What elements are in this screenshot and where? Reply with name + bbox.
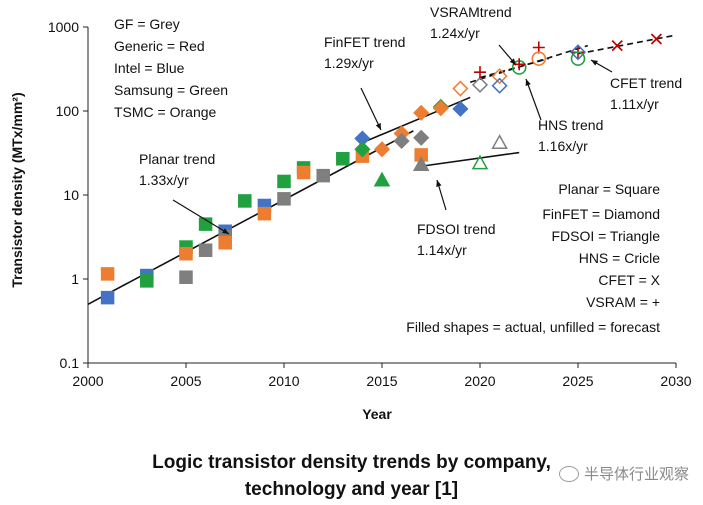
shape-legend-5: VSRAM = +	[586, 294, 660, 310]
point-diamond-intel-2019	[452, 100, 469, 117]
watermark: 半导体行业观察	[558, 463, 689, 484]
y-tick-label-0.1: 0.1	[60, 355, 80, 371]
point-square-tsmc-2007	[218, 236, 232, 250]
point-x-generic-2027	[611, 40, 623, 52]
trend-label-vsramtrend: VSRAMtrend	[430, 4, 512, 20]
trend-line-cfet-trend	[577, 34, 677, 55]
x-tick-label-2030: 2030	[660, 373, 691, 389]
point-square-gf-2005	[179, 270, 193, 284]
point-square-gf-2012	[316, 168, 330, 183]
x-tick-label-2020: 2020	[464, 373, 495, 389]
point-square-tsmc-2009	[257, 206, 272, 221]
chart-annotations: GF = Grey Generic = Red Intel = Blue Samsun…	[114, 4, 682, 335]
trend-label-cfet-trend: CFET trend	[610, 75, 682, 91]
trend-arrow-head-vsramtrend	[509, 58, 516, 65]
x-axis-title: Year	[362, 406, 392, 422]
trend-line-fdsoi-trend	[421, 151, 520, 168]
data-points	[100, 33, 663, 305]
trend-line-vsramtrend	[479, 57, 549, 79]
point-triangle-gf-2021	[491, 134, 508, 149]
figure-caption-line-1: Logic transistor density trends by compa…	[152, 452, 551, 473]
trend-arrow-head-hns-trend	[525, 79, 531, 86]
point-square-gf-2010	[277, 192, 291, 206]
y-axis-title: Transistor density (MTx/mm²)	[9, 92, 25, 287]
shape-legend-2: FDSOI = Triangle	[551, 228, 660, 244]
shape-legend-6: Filled shapes = actual, unfilled = forec…	[406, 319, 660, 335]
trend-rate-hns-trend: 1.16x/yr	[538, 138, 588, 154]
trend-arrow-head-fdsoi-trend	[436, 180, 442, 187]
wechat-icon	[558, 465, 579, 482]
point-square-samsung-2003	[140, 274, 154, 288]
trend-arrow-line-planar-trend	[172, 199, 230, 235]
trend-arrow-head-cfet-trend	[591, 60, 598, 66]
company-legend-4: TSMC = Orange	[114, 104, 217, 120]
chart: 2000 2005 2010 2015 2020 2025 2030 0.1 1 10 100 100…	[9, 4, 692, 422]
point-square-samsung-2013	[336, 152, 350, 166]
x-tick-label-2015: 2015	[366, 373, 397, 389]
y-tick-label-1: 1	[71, 271, 79, 287]
trend-label-hns-trend: HNS trend	[538, 117, 603, 133]
x-tick-label-2010: 2010	[268, 373, 299, 389]
watermark-text: 半导体行业观察	[583, 465, 689, 483]
x-tick-label-2025: 2025	[562, 373, 593, 389]
x-tick-label-2000: 2000	[72, 373, 103, 389]
trend-arrow-line-hns-trend	[525, 78, 542, 121]
point-diamond-tsmc-2018	[432, 100, 449, 117]
shape-legend-3: HNS = Cricle	[579, 250, 661, 266]
point-square-samsung-2010	[277, 174, 291, 189]
point-triangle-gf-2017	[412, 156, 430, 171]
point-diamond-intel-2025	[569, 44, 587, 61]
point-triangle-samsung-2020	[471, 154, 489, 170]
point-plus-generic-2020	[474, 66, 486, 79]
company-legend-2: Intel = Blue	[114, 60, 185, 76]
trend-rate-planar-trend: 1.33x/yr	[139, 172, 189, 188]
point-square-tsmc-2001	[100, 267, 115, 281]
point-diamond-gf-2017	[413, 129, 430, 146]
trend-rate-cfet-trend: 1.11x/yr	[610, 96, 659, 112]
point-diamond-tsmc-2015	[373, 141, 391, 158]
point-square-tsmc-2011	[296, 165, 311, 180]
axes: 2000 2005 2010 2015 2020 2025 2030 0.1 1 10 100 100…	[9, 19, 692, 422]
point-square-intel-2001	[100, 290, 115, 305]
point-square-samsung-2008	[238, 194, 252, 208]
company-legend-1: Generic = Red	[114, 38, 205, 54]
trend-rate-fdsoi-trend: 1.14x/yr	[417, 242, 467, 258]
point-square-tsmc-2005	[179, 246, 193, 261]
point-diamond-intel-2021	[491, 77, 508, 94]
company-legend-0: GF = Grey	[114, 16, 180, 32]
shape-legend-0: Planar = Square	[558, 181, 660, 197]
company-legend-3: Samsung = Green	[114, 82, 228, 98]
point-diamond-samsung-2014	[354, 141, 371, 158]
trend-rate-finfet-trend: 1.29x/yr	[324, 55, 374, 71]
point-square-gf-2006	[198, 243, 213, 257]
figure-caption-line-2: technology and year [1]	[244, 479, 459, 500]
point-diamond-gf-2016	[393, 132, 410, 150]
shape-legend-1: FinFET = Diamond	[542, 206, 660, 222]
y-tick-label-100: 100	[56, 103, 80, 119]
trend-line-finfet-trend	[362, 96, 471, 144]
trend-arrow-head-finfet-trend	[375, 123, 381, 130]
point-triangle-samsung-2015	[373, 171, 391, 187]
point-x-generic-2029	[650, 33, 663, 45]
y-tick-label-1000: 1000	[48, 19, 79, 35]
trend-label-planar-trend: Planar trend	[139, 151, 215, 167]
shape-legend-4: CFET = X	[598, 272, 660, 288]
point-diamond-tsmc-2017	[413, 104, 430, 121]
point-diamond-tsmc-2019	[452, 80, 469, 97]
trend-arrow-head-planar-trend	[222, 228, 229, 234]
trend-rate-vsramtrend: 1.24x/yr	[430, 25, 480, 41]
point-circle-tsmc-2023	[531, 51, 547, 66]
point-diamond-gf-2020	[471, 76, 489, 93]
trend-arrow-line-finfet-trend	[360, 87, 382, 131]
point-circle-samsung-2025	[570, 51, 586, 66]
y-tick-label-10: 10	[63, 187, 79, 203]
trend-label-finfet-trend: FinFET trend	[324, 34, 405, 50]
trend-label-fdsoi-trend: FDSOI trend	[417, 221, 496, 237]
point-diamond-tsmc-2021	[491, 68, 508, 85]
x-tick-label-2005: 2005	[170, 373, 201, 389]
